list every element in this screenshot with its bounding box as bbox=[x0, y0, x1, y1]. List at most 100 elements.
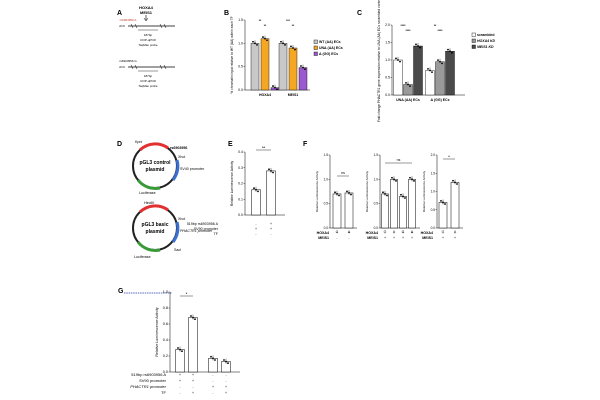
chart-f3-condition-mark: G bbox=[442, 230, 445, 234]
chart-f2-ns: ns bbox=[397, 158, 401, 162]
chart-b-data-point bbox=[284, 44, 286, 46]
chart-f2: 0.0 0.5 1.0 1.5 Relative Luminescence Activi… bbox=[365, 153, 420, 240]
chart-f1-y-axis-label: Relative Luminescence Activity bbox=[315, 170, 319, 212]
chart-e-condition-mark: - bbox=[270, 232, 272, 236]
panel-letter-d: D bbox=[117, 141, 122, 148]
xhol-label-1: XhoI bbox=[178, 155, 185, 159]
panel-e: E 0.0 0.1 0.2 0.3 0.4 Relative Luminescence A… bbox=[187, 141, 285, 236]
chart-c: 0.0 0.5 1.0 1.5 2.0 Fold change PHACTR1 gene … bbox=[377, 0, 496, 122]
g-row-label-1: 519bp rs6903956 A bbox=[131, 372, 166, 377]
chart-g-data-point bbox=[194, 318, 196, 321]
chart-b-legend-swatch bbox=[313, 45, 318, 50]
chart-e-condition-mark: + bbox=[270, 222, 272, 226]
chart-g-condition-mark: - bbox=[212, 379, 214, 383]
chart-f2-data-point bbox=[391, 176, 393, 179]
chart-b-significance: ** bbox=[264, 24, 267, 28]
chart-b-significance: ** bbox=[292, 24, 295, 28]
panel-b: B 0.0 0.5 1.0 1.5 % chromatin input relative… bbox=[224, 10, 343, 97]
chart-c-data-point bbox=[419, 46, 421, 49]
panel-f: F 0.0 0.5 1.0 1.5 Relative Luminescence Acti… bbox=[303, 141, 463, 240]
chart-c-data-point bbox=[399, 60, 401, 63]
bp-label-2: 187bp bbox=[144, 74, 153, 78]
chart-f2-data-point bbox=[395, 180, 397, 182]
f3-row-meis1: MEIS1 bbox=[422, 236, 433, 240]
chart-c-data-point bbox=[415, 43, 417, 46]
chart-c-y-tick-label: 1.0 bbox=[385, 58, 390, 62]
chart-e-condition-mark: - bbox=[255, 232, 257, 236]
chart-f1-y-tick-label: 0.5 bbox=[324, 202, 329, 206]
chart-c-significance: **** bbox=[438, 29, 444, 33]
chart-f1-data-point bbox=[334, 191, 336, 194]
chart-c-data-point bbox=[409, 85, 411, 87]
chart-e-y-tick-label: 0.3 bbox=[238, 166, 243, 170]
chart-g-y-tick-label: 0.0 bbox=[163, 370, 168, 374]
g-row-label-2: SV90 promoter bbox=[139, 378, 167, 383]
chart-f2-condition-mark: + bbox=[393, 236, 395, 240]
chart-b-data-point bbox=[262, 36, 264, 38]
chart-c-data-point bbox=[439, 60, 441, 63]
chart-f3-y-tick-label: 2.0 bbox=[431, 153, 436, 157]
chart-g-data-point bbox=[210, 355, 212, 358]
chart-f3-condition-mark: + bbox=[454, 236, 456, 240]
chart-e-data-point bbox=[268, 168, 270, 171]
chart-f3-data-point bbox=[442, 201, 444, 204]
chart-b-data-point bbox=[264, 37, 266, 40]
chip-label-2: ChIP-qPCR bbox=[140, 79, 157, 83]
chart-f1-bar bbox=[332, 193, 342, 229]
chart-c-data-point bbox=[431, 71, 433, 73]
chart-f1-data-point bbox=[338, 194, 340, 197]
chart-e-data-point bbox=[257, 190, 259, 193]
chart-f2-data-point bbox=[382, 191, 384, 194]
chart-f2-condition-mark: + bbox=[384, 236, 386, 240]
chart-c-y-tick-label: 0.5 bbox=[385, 76, 390, 80]
chart-f2-condition-mark: G bbox=[402, 230, 405, 234]
chart-g-data-point bbox=[177, 347, 179, 349]
chart-b-data-point bbox=[300, 65, 302, 67]
chart-f2-condition-mark: G bbox=[384, 230, 387, 234]
chart-f2-data-point bbox=[409, 176, 411, 179]
chart-c-data-point bbox=[437, 59, 439, 62]
chart-g-condition-mark: + bbox=[192, 379, 194, 383]
chart-f1-data-point bbox=[346, 190, 348, 193]
chart-b-legend-label: Δ (GG) ECs bbox=[319, 52, 338, 56]
chart-b-y-tick-label: 0.0 bbox=[238, 88, 243, 92]
e-row-label-2: SV90 promoter bbox=[194, 227, 219, 231]
chart-g-condition-mark: + bbox=[179, 379, 181, 383]
chart-b-data-point bbox=[266, 39, 268, 42]
g-row-label-4: TF bbox=[161, 390, 166, 395]
chart-g-condition-mark: - bbox=[225, 373, 227, 377]
chart-g-data-point bbox=[214, 359, 216, 361]
chart-b-category-label: HOXA4 bbox=[259, 93, 271, 97]
chart-b-data-point bbox=[302, 66, 304, 69]
chart-f3-data-point bbox=[454, 181, 456, 184]
chart-b-bar bbox=[288, 47, 298, 91]
chart-c-data-point bbox=[397, 59, 399, 61]
plasmid-1-name-line2: plasmid bbox=[146, 167, 165, 173]
chart-f1-condition-mark: G bbox=[336, 230, 339, 234]
chart-c-data-point bbox=[429, 69, 431, 72]
chart-b-category-label: MEIS1 bbox=[288, 93, 299, 97]
chart-f1-data-point bbox=[348, 192, 350, 194]
chart-f2-condition-mark: + bbox=[402, 236, 404, 240]
chart-g-y-tick-label: 0.8 bbox=[163, 306, 168, 310]
chart-b-significance: ** bbox=[259, 19, 262, 23]
chart-g-condition-mark: - bbox=[192, 385, 194, 389]
hindiii-label: HindIII bbox=[144, 201, 154, 205]
chart-g-condition-mark: - bbox=[212, 373, 214, 377]
panel-g: G 0.0 0.2 0.4 0.6 0.8 1.0 Relative Luminescenc… bbox=[118, 288, 240, 395]
chart-f3-bar bbox=[438, 202, 448, 229]
chart-c-bar bbox=[403, 84, 413, 96]
chart-f3-bar bbox=[450, 182, 460, 229]
chart-g-condition-mark: + bbox=[179, 373, 181, 377]
chart-f1-condition-mark: A bbox=[348, 230, 351, 234]
chart-f1-y-tick-label: 0.0 bbox=[324, 226, 329, 230]
panel-c: C 0.0 0.5 1.0 1.5 2.0 Fold change PHACTR1 gen… bbox=[357, 0, 496, 122]
chart-c-category-label: Δ (GG) ECs bbox=[430, 98, 449, 102]
chart-f2-data-point bbox=[411, 178, 413, 181]
chart-e-y-tick-label: 0.0 bbox=[238, 213, 243, 217]
panel-letter-f: F bbox=[303, 141, 308, 148]
chart-g-condition-mark: - bbox=[212, 391, 214, 395]
gene-label-meis1: MEIS1 bbox=[140, 10, 153, 15]
chart-b-data-point bbox=[256, 44, 258, 46]
